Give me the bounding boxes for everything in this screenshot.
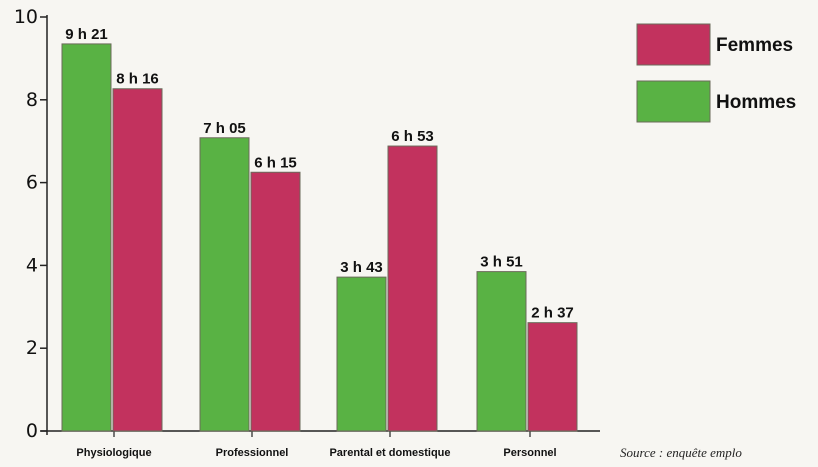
data-label: 6 h 53 xyxy=(391,128,434,145)
category-label: Parental et domestique xyxy=(329,447,450,459)
legend: Femmes Hommes xyxy=(636,23,796,123)
data-label: 7 h 05 xyxy=(203,120,246,137)
y-tick-label: 10 xyxy=(14,6,38,28)
data-label: 8 h 16 xyxy=(116,71,159,88)
bars xyxy=(61,43,578,432)
data-label: 9 h 21 xyxy=(65,26,108,43)
category-label: Physiologique xyxy=(76,447,151,459)
data-label: 3 h 43 xyxy=(340,259,383,276)
data-label: 3 h 51 xyxy=(480,254,523,271)
bar-hommes xyxy=(336,276,387,432)
category-label: Personnel xyxy=(503,447,556,459)
data-label: 6 h 15 xyxy=(254,154,297,171)
source-note: Source : enquête emplo xyxy=(620,445,742,460)
legend-swatch xyxy=(636,23,711,66)
category-label: Professionnel xyxy=(216,447,289,459)
bar-hommes xyxy=(476,271,527,432)
bar-femmes xyxy=(112,88,163,432)
bar-hommes xyxy=(61,43,112,432)
legend-swatch xyxy=(636,80,711,123)
y-tick-label: 6 xyxy=(26,172,38,194)
bar-hommes xyxy=(199,137,250,432)
data-labels: 9 h 21 7 h 05 3 h 43 3 h 51 8 h 16 6 h 15 6 h … xyxy=(65,26,574,322)
y-tick-label: 0 xyxy=(26,420,38,442)
bar-femmes xyxy=(387,145,438,432)
bar-femmes xyxy=(250,171,301,432)
data-label: 2 h 37 xyxy=(531,305,574,322)
bar-femmes xyxy=(527,322,578,432)
axes: 0 2 4 6 8 10 Physiologique Professionnel Parenta… xyxy=(14,6,600,459)
y-tick-label: 4 xyxy=(26,254,38,276)
legend-label: Femmes xyxy=(716,35,793,56)
y-tick-label: 8 xyxy=(26,89,38,111)
y-tick-label: 2 xyxy=(26,337,38,359)
legend-label: Hommes xyxy=(716,92,796,113)
